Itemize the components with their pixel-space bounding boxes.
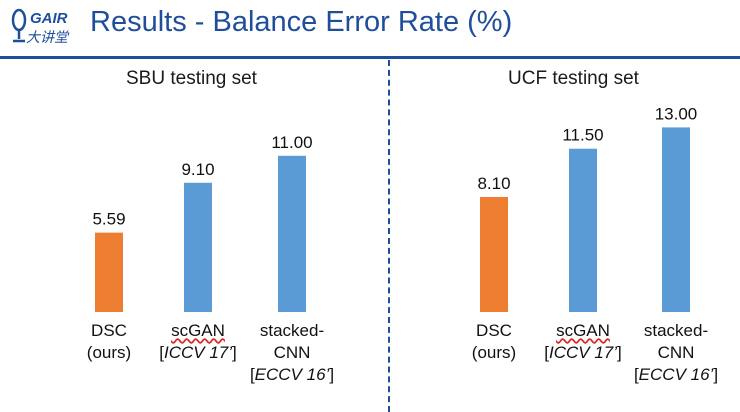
category-label-line: DSC (91, 321, 127, 340)
slide-title: Results - Balance Error Rate (%) (90, 6, 513, 38)
category-label-line: (ours) (86, 343, 132, 362)
logo-text-top: GAIR (30, 10, 68, 27)
category-label-line: CNN (657, 343, 695, 362)
data-label-1-0: 8.10 (477, 174, 510, 193)
category-label-line: [ECCV 16’] (249, 365, 335, 384)
category-label-line: [ICCV 17’] (159, 343, 237, 362)
bar-1-0 (480, 196, 508, 312)
panel-title-ucf: UCF testing set (508, 68, 639, 89)
bar-0-1 (184, 182, 212, 312)
category-label-line: stacked- (643, 321, 709, 340)
category-label-line: scGAN (171, 321, 225, 340)
data-label-0-0: 5.59 (92, 210, 125, 229)
category-label-1-0: DSC (ours) (434, 320, 554, 364)
data-label-1-1: 11.50 (562, 126, 603, 145)
panel-title-sbu: SBU testing set (126, 68, 257, 89)
panel-divider (388, 60, 390, 412)
category-label-line: DSC (476, 321, 512, 340)
category-label-0-2: stacked- CNN [ECCV 16’] (232, 320, 352, 386)
data-label-0-2: 11.00 (271, 133, 312, 152)
category-label-line: [ECCV 16’] (633, 365, 719, 384)
category-label-line: [ICCV 17’] (544, 343, 622, 362)
category-label-line: stacked- (259, 321, 325, 340)
gair-logo: GAIR 大讲堂 (11, 8, 70, 46)
category-label-1-2: stacked- CNN [ECCV 16’] (616, 320, 736, 386)
category-label-line: (ours) (471, 343, 517, 362)
bar-0-0 (95, 232, 123, 312)
data-label-1-2: 13.00 (655, 104, 698, 123)
category-label-1-1: scGAN [ICCV 17’] (523, 320, 643, 364)
category-label-line: CNN (273, 343, 311, 362)
header-rule (0, 56, 740, 59)
bar-1-2 (662, 127, 690, 313)
data-label-0-1: 9.10 (181, 160, 214, 179)
bar-0-2 (278, 155, 306, 312)
category-label-0-1: scGAN [ICCV 17’] (138, 320, 258, 364)
category-label-line: scGAN (556, 321, 610, 340)
logo-text-bottom: 大讲堂 (26, 30, 70, 46)
slide-header: GAIR 大讲堂 Results - Balance Error Rate (%… (0, 0, 740, 52)
bar-1-1 (569, 148, 597, 312)
category-label-0-0: DSC (ours) (49, 320, 169, 364)
